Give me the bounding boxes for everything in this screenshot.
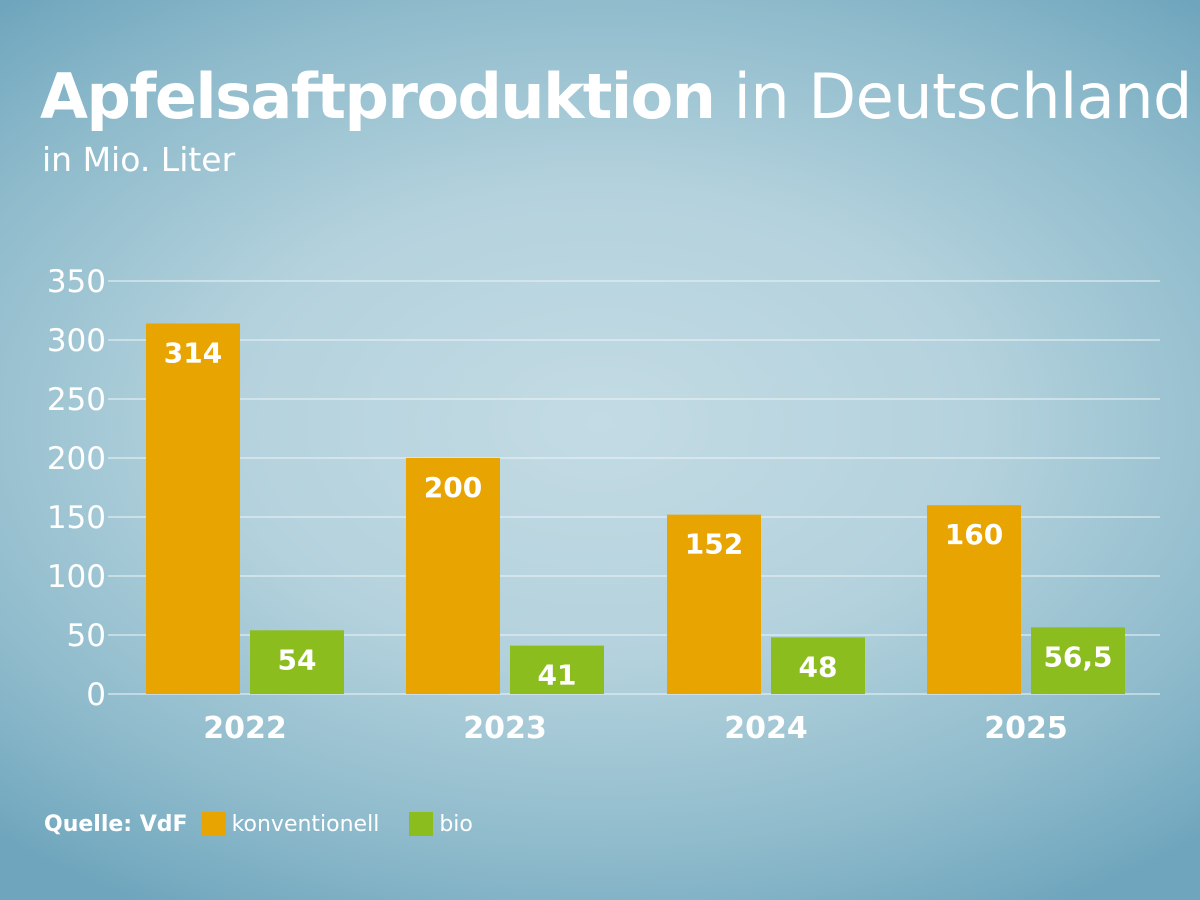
value-label-bio-2025: 56,5 — [1043, 640, 1112, 673]
x-tick-label-2022: 2022 — [203, 711, 287, 746]
legend-swatch-bio — [409, 812, 434, 836]
value-label-konventionell-2024: 152 — [685, 528, 743, 561]
source-label: Quelle: VdF — [44, 811, 188, 837]
legend: Quelle: VdF konventionell bio — [44, 808, 503, 840]
y-tick-label-50: 50 — [67, 618, 106, 654]
x-tick-label-2024: 2024 — [724, 711, 808, 746]
bar-konventionell-2023 — [406, 458, 500, 694]
bar-bio-2023 — [510, 645, 604, 694]
y-tick-label-300: 300 — [47, 323, 106, 359]
chart-subtitle: in Mio. Liter — [42, 140, 236, 179]
legend-entry-bio: bio — [409, 812, 473, 837]
value-label-bio-2023: 41 — [538, 659, 577, 692]
bar-bio-2025 — [1031, 627, 1125, 694]
legend-label-konventionell: konventionell — [231, 811, 380, 837]
y-axis: 0 50 100 150 200 250 300 350 — [47, 264, 106, 713]
value-label-konventionell-2022: 314 — [164, 336, 222, 369]
chart-title: Apfelsaftproduktion in Deutschland — [40, 62, 1192, 132]
legend-swatch-konventionell — [201, 812, 226, 836]
value-label-konventionell-2023: 200 — [424, 471, 482, 504]
bar-konventionell-2022 — [146, 323, 240, 694]
bar-konventionell-2024 — [667, 514, 761, 694]
legend-entry-konventionell: konventionell — [201, 811, 380, 837]
value-label-konventionell-2025: 160 — [945, 518, 1003, 551]
chart-title-regular: in Deutschland — [733, 60, 1193, 133]
y-tick-label-350: 350 — [47, 264, 106, 300]
bars: 314 54 200 41 152 48 160 56,5 — [146, 323, 1125, 694]
y-tick-label-100: 100 — [47, 559, 106, 595]
bar-bio-2024 — [771, 637, 865, 694]
value-label-bio-2024: 48 — [799, 650, 838, 683]
bar-bio-2022 — [250, 630, 344, 694]
x-tick-label-2025: 2025 — [984, 711, 1068, 746]
legend-label-bio: bio — [439, 811, 473, 837]
bar-konventionell-2025 — [927, 505, 1021, 694]
y-tick-label-0: 0 — [86, 677, 106, 713]
y-tick-label-200: 200 — [47, 441, 106, 477]
chart-title-bold: Apfelsaftproduktion — [40, 60, 716, 133]
value-label-bio-2022: 54 — [278, 643, 317, 676]
bar-chart: 0 50 100 150 200 250 300 350 314 54 200 41 152 48 160… — [47, 264, 1160, 746]
x-axis: 2022 2023 2024 2025 — [203, 711, 1068, 746]
y-tick-label-150: 150 — [47, 500, 106, 536]
x-tick-label-2023: 2023 — [463, 711, 547, 746]
y-tick-label-250: 250 — [47, 382, 106, 418]
